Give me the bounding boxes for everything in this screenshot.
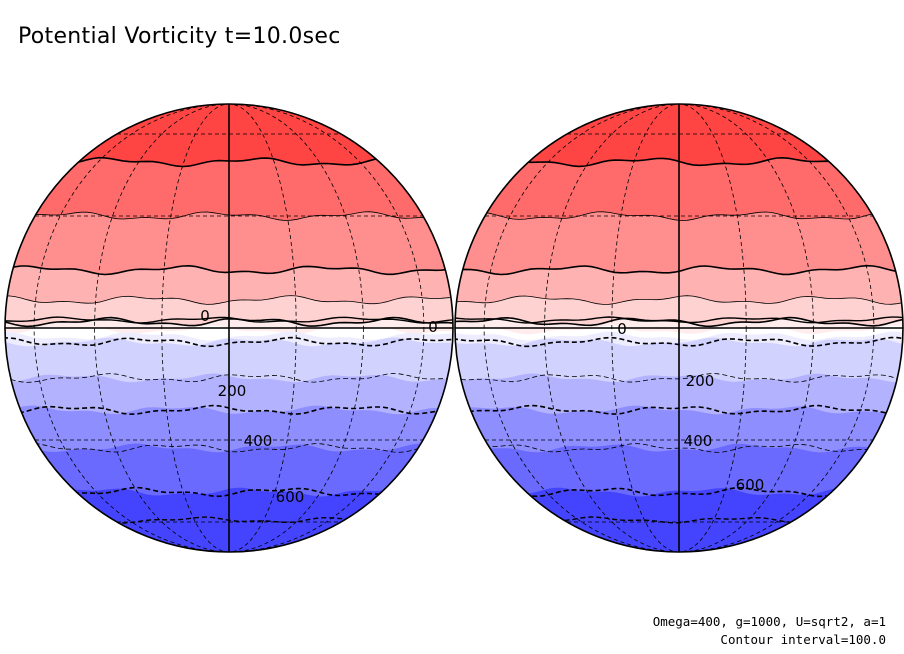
contour-label-negative: 200 (686, 372, 715, 390)
contour-line (455, 295, 903, 305)
contour-line (455, 211, 903, 221)
contour-label-negative: 400 (684, 432, 713, 450)
contour-interval-text: Contour interval=100.0 (720, 632, 886, 647)
contour-label-zero: 0 (200, 307, 210, 325)
contour-line-negative (5, 336, 453, 348)
contour-zero-line (5, 316, 453, 324)
globe-outline (454, 103, 904, 553)
contour-labels: 0 0 0 200 200 400 400 600 600 (200, 307, 765, 506)
contour-label-zero: 0 (428, 318, 438, 336)
contour-line-negative (5, 404, 453, 416)
contour-line-negative (455, 373, 903, 383)
contour-line-negative (455, 404, 903, 416)
parameter-text: Omega=400, g=1000, U=sqrt2, a=1 (652, 614, 886, 629)
contour-zero-line (455, 316, 903, 324)
contour-line (455, 264, 903, 276)
contour-label-negative: 400 (244, 432, 273, 450)
contour-line (455, 316, 903, 328)
contour-label-zero: 0 (617, 320, 627, 338)
contour-line (5, 211, 453, 221)
contour-line-negative (5, 373, 453, 383)
globe-outlines (4, 103, 904, 553)
contour-line-negative (5, 443, 453, 453)
contour-label-negative: 200 (218, 382, 247, 400)
contour-line (5, 295, 453, 305)
contour-line-negative (455, 336, 903, 348)
contour-line (5, 264, 453, 276)
globe-outline (4, 103, 454, 553)
right-hemisphere-globe (455, 104, 903, 552)
contour-line-negative (455, 443, 903, 453)
contour-label-negative: 600 (736, 476, 765, 494)
plot-title: Potential Vorticity t=10.0sec (18, 24, 341, 49)
contour-label-negative: 600 (276, 488, 305, 506)
